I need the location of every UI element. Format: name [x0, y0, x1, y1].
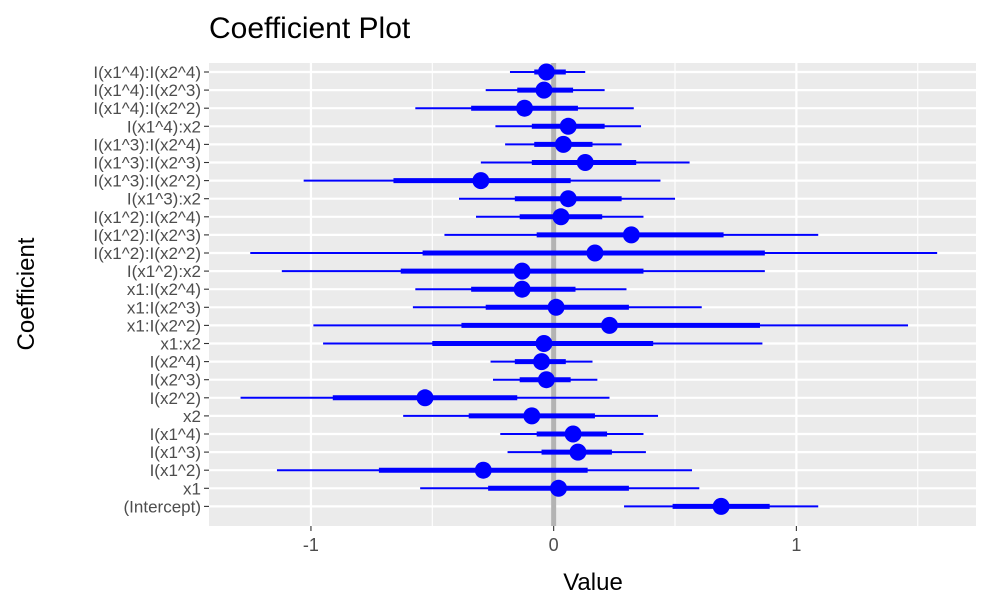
- coefficient-point: [513, 262, 531, 280]
- y-tick-label: x2: [183, 407, 201, 426]
- y-tick-label: I(x1^4):I(x2^4): [93, 63, 201, 82]
- coefficient-point: [535, 81, 553, 99]
- y-tick-label: I(x1^3):x2: [127, 190, 201, 209]
- coefficient-point: [535, 335, 553, 352]
- coefficient-point: [569, 443, 587, 461]
- y-tick-label: I(x1^4): [150, 425, 201, 444]
- coefficient-point: [533, 353, 551, 371]
- y-tick-label: I(x1^3):I(x2^3): [93, 154, 201, 173]
- coefficient-point: [472, 172, 490, 190]
- coefficient-point: [564, 425, 582, 443]
- y-tick-label: x1:I(x2^4): [127, 280, 201, 299]
- y-tick-label: x1:I(x2^2): [127, 316, 201, 335]
- coefficient-point: [552, 208, 570, 226]
- coefficient-point: [513, 280, 531, 298]
- coefficient-point: [550, 479, 568, 497]
- x-tick-label: -1: [303, 535, 319, 555]
- y-tick-label: I(x1^3):I(x2^2): [93, 172, 201, 191]
- y-tick-label: x1: [183, 479, 201, 498]
- coefficient-point: [559, 190, 577, 208]
- y-tick-label: I(x1^3): [150, 443, 201, 462]
- y-tick-label: I(x1^2):I(x2^3): [93, 226, 201, 245]
- y-axis: I(x1^4):I(x2^4)I(x1^4):I(x2^3)I(x1^4):I(…: [93, 63, 209, 516]
- coefficient-point: [576, 154, 594, 171]
- y-tick-label: I(x2^3): [150, 371, 201, 390]
- coefficient-point: [712, 497, 730, 515]
- x-tick-label: 0: [549, 535, 559, 555]
- y-tick-label: (Intercept): [124, 497, 201, 516]
- y-tick-label: I(x1^4):x2: [127, 117, 201, 136]
- y-tick-label: I(x1^2): [150, 461, 201, 480]
- coefficient-marks: [240, 63, 938, 515]
- coefficient-point: [600, 316, 618, 334]
- coefficient-point: [537, 371, 555, 389]
- y-tick-label: I(x1^4):I(x2^2): [93, 99, 201, 118]
- y-axis-title: Coefficient: [13, 237, 40, 350]
- y-tick-label: I(x1^2):I(x2^4): [93, 208, 201, 227]
- coefficient-point: [547, 298, 565, 316]
- y-tick-label: I(x2^4): [150, 353, 201, 372]
- y-tick-label: I(x1^2):I(x2^2): [93, 244, 201, 263]
- y-tick-label: x1:x2: [160, 335, 201, 354]
- coefficient-point: [559, 117, 577, 135]
- coefficient-point: [416, 389, 434, 407]
- y-tick-label: I(x1^3):I(x2^4): [93, 135, 201, 154]
- y-tick-label: I(x1^2):x2: [127, 262, 201, 281]
- x-axis: -1 0 1: [303, 526, 801, 555]
- coefficient-point: [537, 63, 555, 81]
- coefficient-point: [586, 244, 604, 262]
- coefficient-point: [474, 461, 492, 479]
- y-tick-label: I(x2^2): [150, 389, 201, 408]
- x-tick-label: 1: [791, 535, 801, 555]
- coefficient-point: [523, 407, 541, 425]
- x-axis-title: Value: [563, 569, 623, 596]
- coefficient-point: [554, 135, 572, 153]
- plot-panel: [209, 63, 976, 526]
- coefficient-point: [516, 99, 534, 117]
- coefficient-point: [622, 226, 640, 244]
- y-tick-label: I(x1^4):I(x2^3): [93, 81, 201, 100]
- chart-title: Coefficient Plot: [209, 12, 411, 45]
- y-tick-label: x1:I(x2^3): [127, 298, 201, 317]
